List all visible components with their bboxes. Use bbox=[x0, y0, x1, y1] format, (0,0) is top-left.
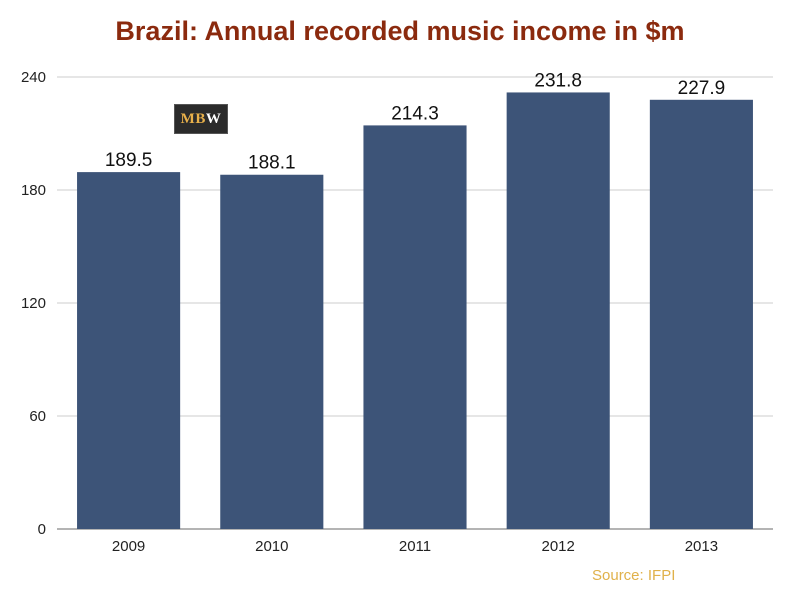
y-axis-tick-labels: 0 60 120 180 240 bbox=[21, 69, 46, 538]
bar bbox=[220, 174, 324, 529]
bar bbox=[506, 92, 610, 530]
data-label: 214.3 bbox=[391, 103, 439, 124]
x-tick-label: 2011 bbox=[399, 538, 431, 555]
y-tick-label: 0 bbox=[38, 521, 46, 538]
x-tick-label: 2010 bbox=[255, 538, 288, 555]
y-tick-label: 240 bbox=[21, 69, 46, 86]
y-tick-label: 180 bbox=[21, 182, 46, 199]
x-tick-label: 2009 bbox=[112, 538, 145, 555]
data-label: 188.1 bbox=[248, 153, 296, 174]
bar bbox=[77, 172, 181, 529]
data-label: 227.9 bbox=[678, 78, 726, 99]
mbw-logo: MB W bbox=[174, 104, 228, 134]
logo-text-w: W bbox=[205, 110, 222, 127]
y-tick-label: 60 bbox=[29, 408, 46, 425]
data-label: 189.5 bbox=[105, 150, 153, 171]
data-labels: 189.5 188.1 214.3 231.8 227.9 bbox=[105, 70, 725, 173]
source-note: Source: IFPI bbox=[592, 567, 676, 584]
x-axis-tick-labels: 2009 2010 2011 2012 2013 bbox=[112, 538, 718, 555]
bar bbox=[363, 125, 467, 529]
chart-title: Brazil: Annual recorded music income in … bbox=[115, 16, 685, 46]
logo-text-mb: MB bbox=[180, 110, 206, 127]
y-tick-label: 120 bbox=[21, 295, 46, 312]
data-label: 231.8 bbox=[534, 70, 582, 91]
x-tick-label: 2012 bbox=[542, 538, 575, 555]
x-tick-label: 2013 bbox=[685, 538, 718, 555]
bar bbox=[649, 99, 753, 529]
bars bbox=[77, 92, 753, 530]
